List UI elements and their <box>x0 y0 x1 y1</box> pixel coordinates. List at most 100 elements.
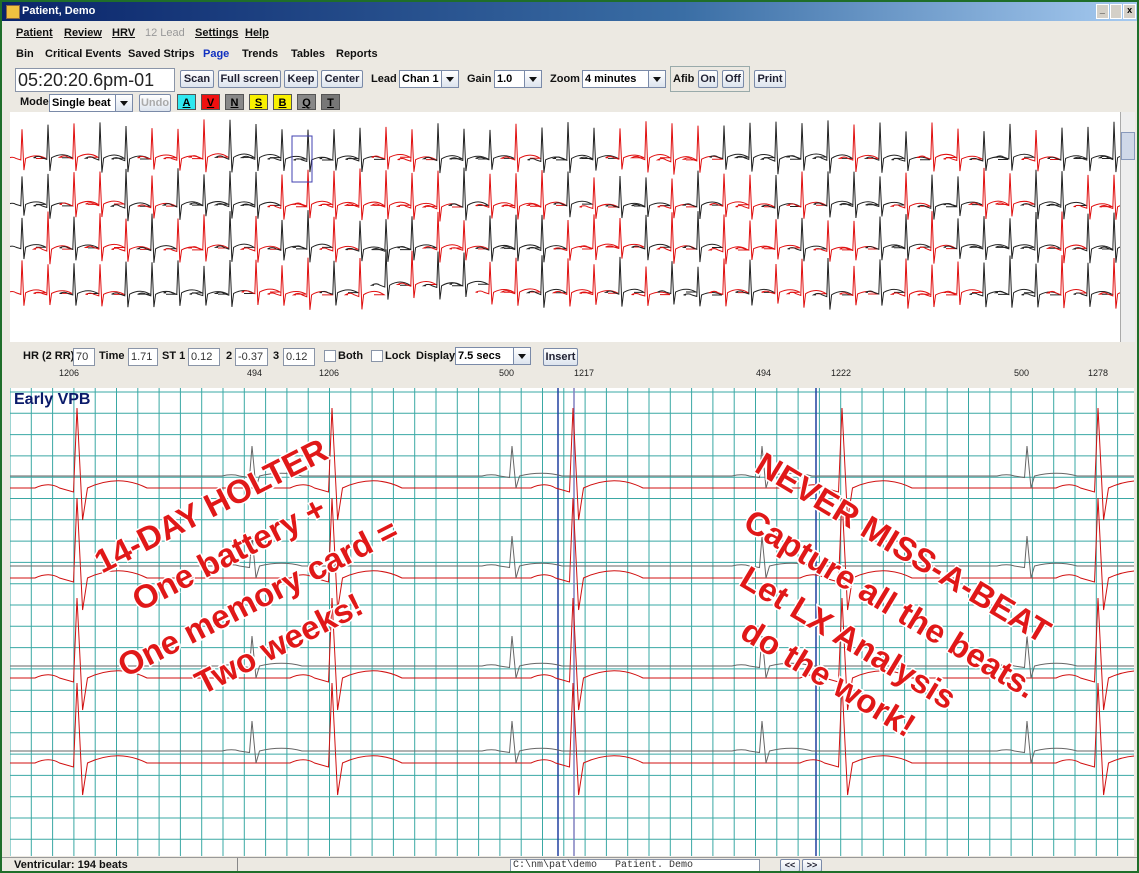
scroll-thumb[interactable] <box>1121 132 1135 160</box>
prev-button[interactable]: << <box>780 859 800 871</box>
ecg-trace <box>109 168 152 222</box>
ecg-trace <box>475 215 516 262</box>
menu-item[interactable]: HRV <box>112 27 136 39</box>
beat-type-button[interactable]: T <box>321 94 340 110</box>
ecg-trace <box>135 213 178 263</box>
scrollbar[interactable] <box>1120 112 1135 342</box>
rr-interval: 1222 <box>831 368 852 378</box>
tab[interactable]: Saved Strips <box>128 48 195 60</box>
ecg-trace <box>449 128 490 172</box>
minimize-button[interactable]: _ <box>1096 4 1109 19</box>
ecg-trace <box>1097 212 1120 263</box>
ecg-trace <box>369 249 412 300</box>
ecg-trace <box>629 121 672 173</box>
ecg-trace <box>447 167 490 221</box>
beat-type-button[interactable]: B <box>273 94 292 110</box>
tab[interactable]: Trends <box>242 48 279 60</box>
ecg-trace <box>915 122 958 172</box>
ecg-trace <box>213 170 256 219</box>
ecg-trace <box>707 214 750 265</box>
ecg-trace <box>943 128 984 172</box>
checkbox[interactable] <box>371 350 383 362</box>
ecg-trace <box>1073 262 1114 307</box>
ecg-trace <box>1073 174 1114 220</box>
ecg-trace <box>239 124 282 172</box>
toolbar-button[interactable]: Center <box>321 70 363 88</box>
menu-item[interactable]: Patient <box>16 27 53 39</box>
ecg-trace <box>761 219 801 260</box>
mode-select[interactable]: Single beat <box>49 94 133 112</box>
overview-ecg <box>10 112 1120 342</box>
ecg-trace <box>59 172 100 218</box>
ecg-trace <box>553 220 593 261</box>
ecg-trace <box>10 635 1134 679</box>
gain-select[interactable]: 1.0 <box>494 70 542 88</box>
toolbar-button[interactable]: Full screen <box>218 70 281 88</box>
dropdown-arrow[interactable] <box>653 77 661 82</box>
afib-on-button[interactable]: On <box>698 70 718 88</box>
toolbar-button[interactable]: Keep <box>284 70 318 88</box>
measure-field[interactable]: -0.37 <box>235 348 268 366</box>
time-field[interactable]: 05:20:20.6pm-01 <box>15 68 175 92</box>
afib-off-button[interactable]: Off <box>722 70 744 88</box>
checkbox[interactable] <box>324 350 336 362</box>
app-icon <box>6 5 20 19</box>
ecg-trace <box>865 216 906 261</box>
tab[interactable]: Tables <box>291 48 326 60</box>
tab[interactable]: Bin <box>16 48 34 60</box>
tab[interactable]: Critical Events <box>45 48 122 60</box>
ecg-trace <box>889 172 932 220</box>
ecg-trace <box>785 123 828 171</box>
ecg-trace <box>213 211 256 262</box>
afib-group <box>670 66 750 92</box>
next-button[interactable]: >> <box>802 859 822 871</box>
ecg-trace <box>10 535 1134 579</box>
ecg-trace <box>33 124 74 172</box>
maximize-button[interactable] <box>1109 4 1123 19</box>
menu-item[interactable]: 12 Lead <box>145 27 185 39</box>
ecg-trace <box>499 123 542 173</box>
measure-field[interactable]: 70 <box>73 348 95 366</box>
close-button[interactable]: x <box>1123 4 1137 19</box>
rr-interval: 1217 <box>574 368 595 378</box>
dropdown-arrow[interactable] <box>120 101 128 106</box>
ecg-trace <box>657 261 698 305</box>
measure-field[interactable]: 0.12 <box>188 348 220 366</box>
beat-type-button[interactable]: A <box>177 94 196 110</box>
dropdown-arrow[interactable] <box>446 77 454 82</box>
ecg-trace <box>839 171 880 219</box>
path-field[interactable]: C:\nm\pat\demo Patient. Demo <box>510 859 760 871</box>
display-select[interactable]: 7.5 secs <box>455 347 531 365</box>
ecg-trace <box>551 122 594 174</box>
menu-item[interactable]: Settings <box>195 27 239 39</box>
print-button[interactable]: Print <box>754 70 786 88</box>
menu-item[interactable]: Review <box>64 27 102 39</box>
ecg-trace <box>161 168 204 220</box>
ecg-trace <box>475 261 516 305</box>
beat-type-button[interactable]: N <box>225 94 244 110</box>
dropdown-arrow[interactable] <box>518 354 526 359</box>
beat-type-button[interactable]: V <box>201 94 220 110</box>
beat-type-button[interactable]: S <box>249 94 268 110</box>
insert-button[interactable]: Insert <box>543 348 578 366</box>
measure-field[interactable]: 1.71 <box>128 348 158 366</box>
zoom-select[interactable]: 4 minutes <box>582 70 666 88</box>
ecg-trace <box>501 214 542 262</box>
lead-select[interactable]: Chan 1 <box>399 70 459 88</box>
ecg-trace <box>525 214 568 263</box>
menu-item[interactable]: Help <box>245 27 269 39</box>
measure-field[interactable]: 0.12 <box>283 348 315 366</box>
ecg-trace <box>10 217 47 260</box>
undo-button[interactable]: Undo <box>139 94 171 112</box>
dropdown-arrow[interactable] <box>529 77 537 82</box>
beat-type-button[interactable]: Q <box>297 94 316 110</box>
label: Lead <box>371 73 397 85</box>
tab[interactable]: Page <box>203 48 230 60</box>
tab[interactable]: Reports <box>336 48 378 60</box>
ecg-trace <box>371 219 412 262</box>
ecg-trace <box>10 720 1134 764</box>
ecg-trace <box>681 211 724 263</box>
ecg-trace <box>239 171 282 219</box>
toolbar-button[interactable]: Scan <box>180 70 214 88</box>
ecg-trace <box>995 218 1035 260</box>
